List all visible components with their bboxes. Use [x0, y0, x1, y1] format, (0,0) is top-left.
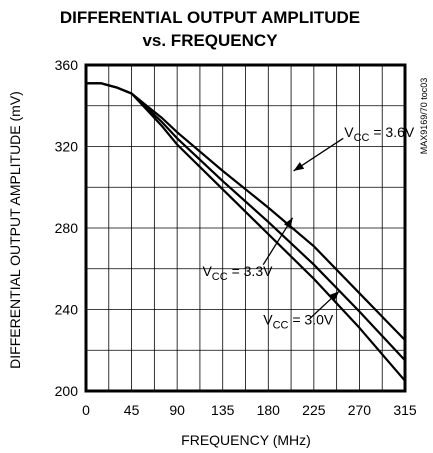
series-label-main: V	[344, 124, 354, 140]
x-tick-label: 225	[302, 402, 326, 418]
y-tick-labels: 200 240 280 320 360	[55, 57, 79, 399]
annotation-arrowhead	[293, 162, 305, 171]
x-tick-label: 0	[82, 402, 90, 418]
y-tick-label: 240	[55, 302, 79, 318]
series-label-rest: = 3.0V	[288, 312, 333, 328]
annotation-arrowhead	[329, 291, 340, 301]
series-label-rest: = 3.3V	[228, 263, 273, 279]
annotation-1: VCC = 3.6V	[293, 124, 415, 172]
y-tick-label: 320	[55, 139, 79, 155]
series-label-sub: CC	[212, 271, 228, 283]
annotation-arrowhead	[283, 217, 293, 229]
x-tick-label: 135	[211, 402, 235, 418]
series-label-rest: = 3.6V	[369, 124, 414, 140]
x-tick-label: 180	[257, 402, 281, 418]
x-tick-label: 270	[348, 402, 372, 418]
series-label-3: VCC = 3.0V	[263, 312, 334, 332]
x-tick-label: 45	[124, 402, 140, 418]
y-axis-label: DIFFERENTIAL OUTPUT AMPLITUDE (mV)	[7, 91, 23, 369]
y-tick-label: 280	[55, 220, 79, 236]
series-group	[86, 82, 406, 382]
series-label-main: V	[202, 263, 212, 279]
y-tick-label: 200	[55, 383, 79, 399]
x-tick-labels: 0 45 90 135 180 225 270 315	[82, 402, 417, 418]
x-tick-label: 315	[393, 402, 417, 418]
series-label-main: V	[263, 312, 273, 328]
side-label: MAX9169/70 toc03	[419, 78, 429, 155]
plot-frame	[84, 63, 407, 393]
chart-title-line-2: vs. FREQUENCY	[142, 31, 278, 50]
series-label-sub: CC	[354, 132, 370, 144]
series-label-sub: CC	[273, 320, 289, 332]
annotation-3: VCC = 3.0V	[263, 290, 340, 332]
y-tick-label: 360	[55, 57, 79, 73]
grid	[86, 65, 405, 391]
series-label-1: VCC = 3.6V	[344, 124, 415, 144]
series-label-2: VCC = 3.3V	[202, 263, 273, 283]
x-tick-label: 90	[169, 402, 185, 418]
x-axis-label: FREQUENCY (MHz)	[181, 432, 311, 448]
annotation-2: VCC = 3.3V	[202, 217, 294, 283]
chart-title-line-1: DIFFERENTIAL OUTPUT AMPLITUDE	[60, 8, 360, 27]
series-line-3	[86, 82, 406, 382]
